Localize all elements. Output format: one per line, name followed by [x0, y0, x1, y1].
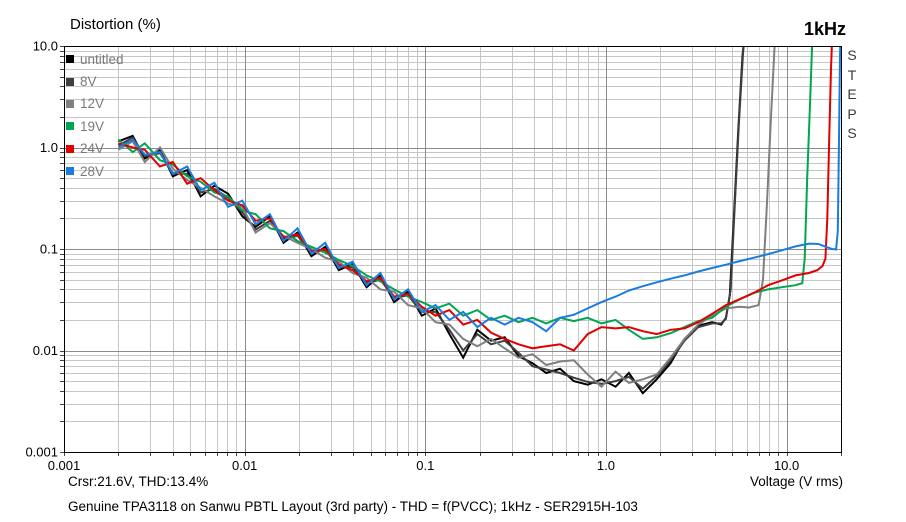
legend-swatch [66, 167, 74, 176]
y-tick-label: 10.0 [33, 39, 58, 54]
series-28V [117, 46, 841, 333]
legend-item-untitled: untitled [66, 48, 124, 70]
frequency-corner-label: 1kHz [803, 19, 846, 39]
legend-item-12V: 12V [66, 93, 124, 115]
legend-swatch [66, 144, 74, 153]
legend-swatch [66, 122, 74, 131]
side-label-char: P [847, 105, 857, 122]
series-12V [117, 46, 776, 389]
y-tick-label: 0.001 [25, 445, 58, 460]
legend-item-19V: 19V [66, 115, 124, 137]
x-tick-label: 0.1 [416, 458, 434, 473]
legend-label: 28V [80, 163, 105, 179]
legend-label: 12V [80, 96, 105, 112]
chart-title: Distortion (%) [70, 16, 161, 33]
y-tick-label: 1.0 [40, 140, 58, 155]
side-label-char: E [847, 86, 857, 102]
side-label-char: S [847, 47, 857, 63]
legend-item-24V: 24V [66, 138, 124, 160]
x-tick-label: 10.0 [774, 458, 799, 473]
x-tick-label: 0.01 [232, 458, 257, 473]
series-19V [117, 46, 814, 340]
legend-swatch [66, 55, 74, 64]
legend: untitled 8V 12V 19V 24V 28V [66, 48, 124, 182]
legend-swatch [66, 99, 74, 108]
y-tick-label: 0.01 [33, 343, 58, 358]
cursor-readout: Crsr:21.6V, THD:13.4% [68, 474, 209, 489]
legend-item-8V: 8V [66, 70, 124, 92]
legend-item-28V: 28V [66, 160, 124, 182]
series-8V [117, 46, 745, 391]
x-axis-title: Voltage (V rms) [749, 474, 843, 489]
y-tick-label: 0.1 [40, 242, 58, 257]
side-label-char: S [847, 125, 857, 141]
thd-curves [117, 46, 841, 395]
legend-label: 19V [80, 118, 105, 134]
x-tick-label: 1.0 [597, 458, 615, 473]
legend-label: 8V [80, 74, 97, 90]
legend-swatch [66, 77, 74, 86]
x-tick-label: 0.001 [48, 458, 81, 473]
measurement-caption: Genuine TPA3118 on Sanwu PBTL Layout (3r… [68, 499, 638, 514]
legend-label: untitled [80, 51, 124, 67]
side-label-char: T [847, 66, 857, 83]
series-untitled [118, 46, 745, 395]
legend-label: 24V [80, 141, 105, 157]
